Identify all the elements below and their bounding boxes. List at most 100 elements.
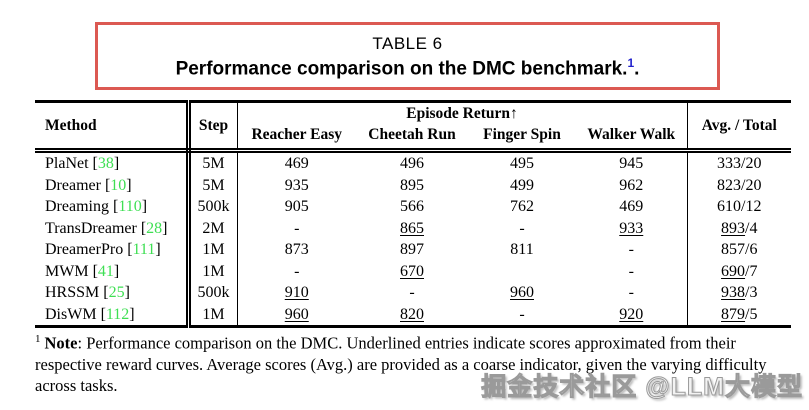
group-header-row: Method Step Episode Return↑ Avg. / Total [35,101,792,153]
citation-bracket-close: ] [126,176,132,194]
score-cell: 499 [468,175,576,197]
score-value: 873 [284,241,309,258]
score-cell: 865 [356,218,468,240]
score-cell [468,261,576,283]
citation-bracket-open: [ [88,262,98,280]
avg-total: /7 [745,262,758,280]
score-value: - [519,219,525,237]
score-value: 495 [510,155,534,172]
citation-bracket-close: ] [162,219,168,237]
citation-bracket-close: ] [141,198,148,215]
method-name: HRSSM [45,284,100,301]
score-cell: 820 [356,304,468,327]
score-cell: - [576,261,687,283]
score-value: 820 [400,305,424,323]
score-value: 920 [619,305,644,323]
score-value: 895 [400,176,424,194]
score-value: - [628,241,634,258]
col-header-step: Step [188,101,238,153]
table-row: DisWM [112] 1M 960 820-920 879/5 [35,303,792,327]
score-cell: 566 [356,196,468,218]
citation-bracket-open: [ [108,198,119,215]
score-value: 933 [619,219,644,237]
avg-total: /20 [741,176,762,194]
citation-ref: 112 [105,305,130,323]
col-header-method: Method [35,101,191,153]
citation-bracket-open: [ [100,176,111,194]
score-value: - [628,284,634,301]
method-cell: HRSSM [25] [35,282,191,304]
method-name: Dreamer [45,176,101,194]
table-title-text: Performance comparison on the DMC benchm… [175,58,628,80]
score-cell: 962 [576,175,687,197]
table-row: HRSSM [25] 500k 910-960-938/3 [35,282,792,304]
score-cell: 670 [356,261,468,283]
avg-total: /6 [745,241,758,258]
score-value: - [628,262,634,280]
col-header-walker-walk: Walker Walk [576,124,688,153]
score-cell: - [237,261,356,283]
table-caption-box: TABLE 6 Performance comparison on the DM… [95,22,720,90]
score-cell: 495 [468,151,576,175]
score-cell: - [468,304,576,327]
table-row: PlaNet [38] 5M 469 496 495 945 333/20 [35,150,792,175]
score-value: 762 [510,198,534,215]
method-cell: DisWM [112] [35,303,191,327]
step-cell: 1M [188,239,238,261]
citation-ref: 10 [110,176,127,194]
avg-total: /5 [745,305,758,323]
method-cell: Dreaming [110] [35,196,191,218]
citation-ref: 25 [108,284,125,301]
avg-score: 690 [721,262,746,280]
avg-score: 610 [717,198,742,215]
score-cell: 873 [237,239,356,261]
avg-cell: 610/12 [686,196,792,218]
col-header-avg-total: Avg. / Total [686,101,792,153]
score-cell: 933 [576,218,687,240]
citation-ref: 38 [97,155,114,172]
table-title-suffix: . [634,58,640,80]
method-name: Dreaming [45,198,109,215]
score-value: 960 [284,305,309,323]
method-name: DisWM [45,305,97,323]
method-name: MWM [45,262,89,280]
avg-score: 893 [721,219,746,237]
citation-bracket-close: ] [124,284,130,301]
avg-total: /4 [745,219,758,237]
score-cell: - [237,218,356,240]
avg-total: /12 [741,198,762,215]
method-cell: MWM [41] [35,260,191,282]
method-cell: TransDreamer [28] [35,217,191,239]
step-cell: 500k [188,196,238,218]
method-name: DreamerPro [45,241,124,258]
score-cell: 920 [576,304,687,327]
step-cell: 5M [188,174,238,196]
col-header-cheetah-run: Cheetah Run [356,124,468,153]
step-cell: 1M [188,303,238,327]
score-cell: 811 [468,239,576,261]
score-value: 897 [400,241,424,258]
table-header: Method Step Episode Return↑ Avg. / Total… [35,101,792,153]
score-value: 935 [284,176,309,194]
footnote-marker: 1 [35,333,41,345]
footnote-marker-sup: 1 [627,55,635,70]
score-value: - [409,284,415,301]
table-body: PlaNet [38] 5M 469 496 495 945 333/20 Dreamer [… [35,150,792,327]
avg-cell: 823/20 [686,174,792,196]
method-name: PlaNet [45,155,89,172]
citation-bracket-open: [ [96,305,106,323]
score-value: 496 [400,155,424,172]
results-table: Method Step Episode Return↑ Avg. / Total… [35,100,792,328]
table-title: Performance comparison on the DMC benchm… [176,57,640,78]
score-value: 905 [284,198,309,215]
score-cell: - [576,239,687,261]
score-value: 566 [400,198,424,215]
score-cell: - [356,282,468,304]
score-value: 811 [510,241,534,258]
table-row: Dreaming [110] 500k 905 566 762 469 610/12 [35,196,792,218]
score-value: - [294,219,300,237]
citation-bracket-open: [ [88,155,98,172]
citation-ref: 110 [118,198,142,215]
avg-score: 333 [717,155,742,172]
score-value: 865 [400,219,424,237]
